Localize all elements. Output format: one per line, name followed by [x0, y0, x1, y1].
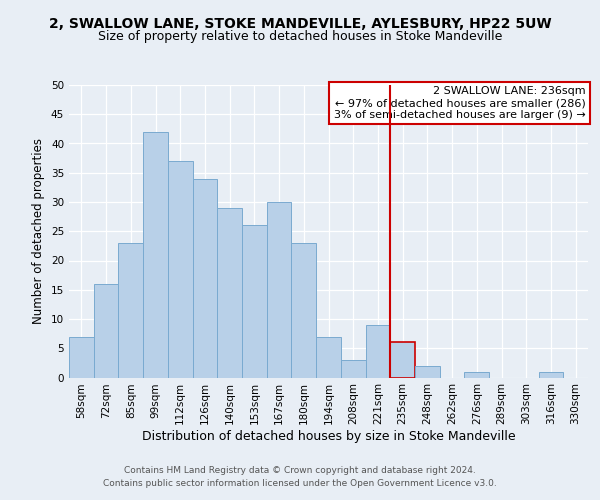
- Bar: [267, 202, 292, 378]
- Bar: [464, 372, 489, 378]
- Bar: [143, 132, 168, 378]
- Bar: [539, 372, 563, 378]
- Bar: [365, 325, 390, 378]
- Y-axis label: Number of detached properties: Number of detached properties: [32, 138, 46, 324]
- Bar: [217, 208, 242, 378]
- Bar: [292, 243, 316, 378]
- Bar: [168, 161, 193, 378]
- Text: 2 SWALLOW LANE: 236sqm
← 97% of detached houses are smaller (286)
3% of semi-det: 2 SWALLOW LANE: 236sqm ← 97% of detached…: [334, 86, 586, 120]
- Bar: [94, 284, 118, 378]
- Bar: [193, 178, 217, 378]
- Bar: [316, 336, 341, 378]
- Text: Contains public sector information licensed under the Open Government Licence v3: Contains public sector information licen…: [103, 478, 497, 488]
- Bar: [118, 243, 143, 378]
- Bar: [341, 360, 365, 378]
- Bar: [242, 226, 267, 378]
- Text: 2, SWALLOW LANE, STOKE MANDEVILLE, AYLESBURY, HP22 5UW: 2, SWALLOW LANE, STOKE MANDEVILLE, AYLES…: [49, 18, 551, 32]
- Bar: [390, 342, 415, 378]
- Text: Size of property relative to detached houses in Stoke Mandeville: Size of property relative to detached ho…: [98, 30, 502, 43]
- Bar: [415, 366, 440, 378]
- X-axis label: Distribution of detached houses by size in Stoke Mandeville: Distribution of detached houses by size …: [142, 430, 515, 443]
- Text: Contains HM Land Registry data © Crown copyright and database right 2024.: Contains HM Land Registry data © Crown c…: [124, 466, 476, 475]
- Bar: [69, 336, 94, 378]
